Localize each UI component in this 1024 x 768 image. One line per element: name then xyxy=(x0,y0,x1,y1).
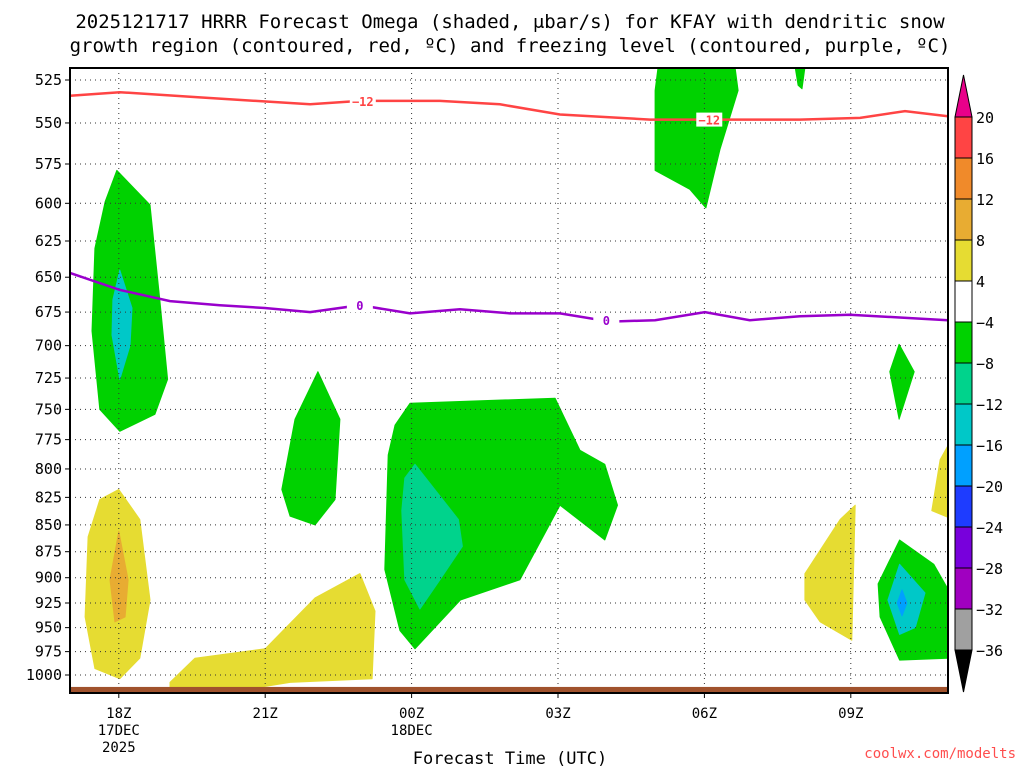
y-tick-label: 900 xyxy=(35,569,62,587)
colorbar-box xyxy=(954,198,973,241)
colorbar-label: −8 xyxy=(976,355,994,373)
y-tick-label: 550 xyxy=(35,114,62,132)
y-tick-label: 800 xyxy=(35,460,62,478)
x-tick-label: 2025 xyxy=(102,740,136,756)
colorbar-label: −24 xyxy=(976,519,1003,537)
y-tick-label: 975 xyxy=(35,643,62,661)
x-tick-label: 00Z xyxy=(399,706,424,722)
y-tick-label: 625 xyxy=(35,232,62,250)
x-tick-label: 06Z xyxy=(692,706,717,722)
colorbar-box xyxy=(954,280,973,323)
teal-blob-10z xyxy=(887,563,926,635)
freezing-level-0-label-bg xyxy=(593,313,620,328)
colorbar-box xyxy=(954,362,973,405)
colorbar-label: −28 xyxy=(976,560,1003,578)
y-tick-label: 950 xyxy=(35,619,62,637)
colorbar-label: −20 xyxy=(976,478,1003,496)
blue-core-10z xyxy=(896,589,908,617)
yellow-blob-low xyxy=(169,573,376,692)
chart-title-line2: growth region (contoured, red, ºC) and f… xyxy=(70,35,951,57)
colorbar-box xyxy=(954,444,973,487)
colorbar-label: −4 xyxy=(976,314,994,332)
green-sliver-10z xyxy=(889,343,915,420)
y-tick-label: 825 xyxy=(35,488,62,506)
dendritic-minus12-label-bg xyxy=(349,93,376,108)
x-tick-label: 09Z xyxy=(838,706,863,722)
x-tick-label: 21Z xyxy=(253,706,278,722)
plot-frame xyxy=(69,67,949,694)
freezing-level-0-label: 0 xyxy=(603,314,610,328)
colorbar-box xyxy=(954,116,973,159)
y-tick-label: 1000 xyxy=(26,666,62,684)
colorbar-label: −16 xyxy=(976,437,1003,455)
colorbar-label: −36 xyxy=(976,642,1003,660)
colorbar-box xyxy=(954,526,973,569)
y-tick-label: 850 xyxy=(35,516,62,534)
x-tick-label: 17DEC xyxy=(98,723,140,739)
freezing-level-0-label: 0 xyxy=(356,299,363,313)
dendritic-minus12-label: −12 xyxy=(698,114,720,128)
credit-text[interactable]: coolwx.com/modelts xyxy=(864,746,1016,762)
colorbar-over-triangle xyxy=(954,74,973,118)
y-tick-label: 925 xyxy=(35,594,62,612)
dendritic-minus12-label-bg xyxy=(696,112,723,127)
colorbar-box xyxy=(954,157,973,200)
y-tick-label: 700 xyxy=(35,337,62,355)
colorbar: 20 16 12 8 4 −4 −8 −12 −16 −20 −24 −28 −32 −36 xyxy=(954,74,1003,693)
green-blob-22z xyxy=(281,371,341,526)
chart-title-line1: 2025121717 HRRR Forecast Omega (shaded, … xyxy=(75,11,945,33)
dendritic-minus12-line xyxy=(69,90,949,121)
y-tick-label: 875 xyxy=(35,543,62,561)
colorbar-box xyxy=(954,485,973,528)
y-tick-label: 600 xyxy=(35,194,62,212)
colorbar-box xyxy=(954,239,973,282)
colorbar-box xyxy=(954,403,973,446)
yellow-blob-09z xyxy=(804,504,856,641)
y-tick-label: 750 xyxy=(35,400,62,418)
green-blob-00z xyxy=(384,397,618,650)
colorbar-label: −12 xyxy=(976,396,1003,414)
terrain-bar xyxy=(70,686,948,693)
gridlines xyxy=(70,68,948,693)
colorbar-box xyxy=(954,567,973,610)
colorbar-label: 12 xyxy=(976,191,994,209)
y-axis-ticks: 525 550 575 600 625 650 675 700 725 750 775 800 825 8… xyxy=(26,71,70,684)
y-tick-label: 650 xyxy=(35,268,62,286)
yellow-edge-11z xyxy=(931,445,948,518)
colorbar-label: 16 xyxy=(976,150,994,168)
teal-blob-00z xyxy=(401,463,463,610)
y-tick-label: 675 xyxy=(35,303,62,321)
x-tick-label: 03Z xyxy=(545,706,570,722)
freezing-level-0-label-bg xyxy=(346,298,373,313)
colorbar-label: 4 xyxy=(976,273,985,291)
contour-lines: −12 −12 0 0 xyxy=(69,90,949,328)
colorbar-label: 8 xyxy=(976,232,985,250)
colorbar-label: 20 xyxy=(976,109,994,127)
y-tick-label: 525 xyxy=(35,71,62,89)
colorbar-box xyxy=(954,321,973,364)
y-tick-label: 725 xyxy=(35,369,62,387)
colorbar-label: −32 xyxy=(976,601,1003,619)
y-tick-label: 575 xyxy=(35,155,62,173)
green-sliver-08z xyxy=(794,68,806,90)
x-tick-label: 18DEC xyxy=(391,723,433,739)
x-axis-label: Forecast Time (UTC) xyxy=(413,749,607,768)
teal-blob-18z xyxy=(111,269,133,380)
orange-blob-18z xyxy=(109,530,129,623)
green-blob-06z xyxy=(654,68,739,209)
colorbar-under-triangle xyxy=(954,649,973,693)
x-tick-label: 18Z xyxy=(106,706,131,722)
shaded-regions xyxy=(84,68,948,692)
colorbar-box xyxy=(954,608,973,651)
freezing-level-0-line xyxy=(69,271,948,323)
y-tick-label: 775 xyxy=(35,431,62,449)
dendritic-minus12-label: −12 xyxy=(352,95,374,109)
